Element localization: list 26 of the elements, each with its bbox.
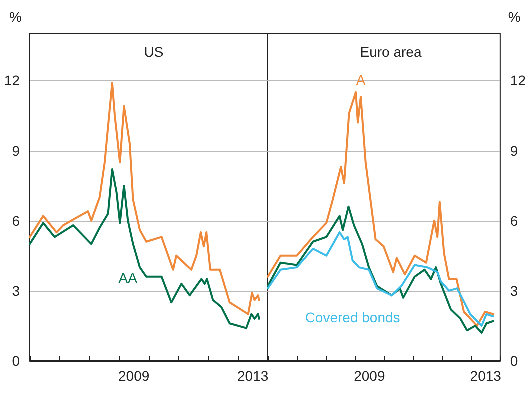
- y-tick-label: 12: [510, 72, 526, 89]
- text: US: [144, 44, 164, 60]
- y-tick-label: 3: [12, 282, 20, 299]
- x-tick-label: 2013: [238, 368, 269, 384]
- y-tick-label: 9: [12, 142, 20, 159]
- series-label: AA: [118, 270, 138, 286]
- line-series: [267, 232, 494, 327]
- line-series: [29, 168, 260, 330]
- x-tick-label: 2013: [470, 368, 502, 384]
- y-tick-label: 0: [12, 353, 20, 369]
- y-tick-label: 0: [510, 353, 518, 369]
- series-label: Covered bonds: [305, 310, 400, 326]
- y-tick-label: 6: [12, 212, 20, 229]
- text: Euro area: [360, 44, 422, 60]
- line-series: [267, 91, 494, 327]
- y-axis-title: %: [508, 9, 521, 25]
- y-tick-label: 3: [510, 282, 518, 299]
- y-tick-label: 9: [510, 142, 518, 159]
- line-series: [267, 206, 494, 334]
- x-tick-label: 2009: [354, 368, 386, 384]
- line-series: [29, 82, 260, 316]
- y-tick-label: 12: [4, 72, 20, 89]
- y-tick-label: 6: [510, 212, 518, 229]
- y-axis-title: %: [10, 9, 22, 25]
- x-tick-label: 2009: [118, 368, 150, 384]
- series-label: A: [356, 72, 366, 88]
